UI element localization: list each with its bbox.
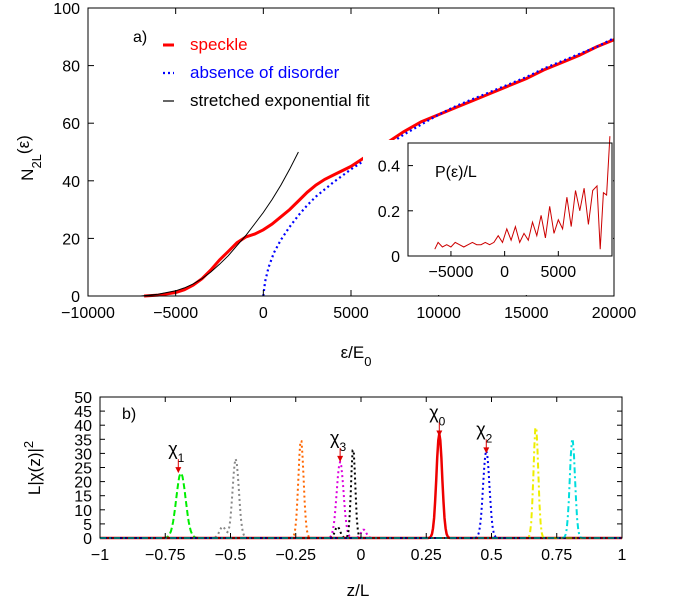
x-tick-label: 5000 xyxy=(333,305,369,322)
inset-frame xyxy=(407,142,613,257)
x-tick-label: −0.25 xyxy=(276,547,317,564)
inset-y-tick-label: 0.2 xyxy=(378,204,400,221)
y-tick-label: 30 xyxy=(74,446,92,463)
state-annotation-3: χ2 xyxy=(476,419,492,445)
y-tick-label: 20 xyxy=(62,231,80,248)
inset-series-line-0 xyxy=(434,136,611,250)
y-tick-label: 80 xyxy=(62,59,80,76)
y-tick-label: 10 xyxy=(74,503,92,520)
x-tick-label: 0 xyxy=(259,305,268,322)
y-tick-label: 60 xyxy=(62,116,80,133)
x-tick-label: 10000 xyxy=(416,305,461,322)
panel-label-b: b) xyxy=(122,406,136,423)
annotation-arrowhead xyxy=(483,447,490,454)
y-tick-label: 0 xyxy=(71,289,80,306)
series-line-0 xyxy=(144,38,615,298)
x-tick-label: −1 xyxy=(91,547,109,564)
annotation-arrowhead xyxy=(175,467,182,474)
y-tick-label: 100 xyxy=(53,1,80,18)
x-tick-label: −0.75 xyxy=(145,547,186,564)
x-tick-label: −0.5 xyxy=(215,547,247,564)
y-tick-label: 40 xyxy=(74,418,92,435)
y-tick-label: 45 xyxy=(74,404,92,421)
inset-background xyxy=(363,140,613,295)
panel-a: −10000 −5000 0 5000 10000 15000 20000020406080… xyxy=(14,1,636,369)
series-line-2 xyxy=(140,151,299,297)
x-tick-label: 15000 xyxy=(504,305,549,322)
annotation-arrowhead xyxy=(436,430,443,437)
panel-label-a: a) xyxy=(133,29,147,46)
y-tick-label: 25 xyxy=(74,461,92,478)
x-tick-label: 1 xyxy=(618,547,627,564)
y-tick-label: 20 xyxy=(74,475,92,492)
y-axis-label: L|χ(z)|2 xyxy=(21,441,45,495)
state-annotation-0: χ1 xyxy=(168,439,184,465)
x-tick-label: 20000 xyxy=(592,305,637,322)
x-axis-label: z/L xyxy=(347,581,370,600)
x-tick-label: −5000 xyxy=(153,305,198,322)
state-annotation-2: χ0 xyxy=(429,402,445,428)
y-axis-label: N2L(ε) xyxy=(14,135,44,181)
y-tick-label: 5 xyxy=(83,517,92,534)
inset-y-label: P(ε)/L xyxy=(435,164,477,181)
y-tick-label: 0 xyxy=(83,531,92,548)
y-tick-label: 50 xyxy=(74,390,92,407)
wavefunction-line-7 xyxy=(100,427,622,539)
x-tick-label: 0 xyxy=(357,547,366,564)
inset-y-tick-label: 0 xyxy=(391,249,400,266)
annotation-arrowhead xyxy=(337,455,344,462)
panel-b: −1 −0.75 −0.5 −0.25 0 0.25 0.5 0.75 105101520253… xyxy=(21,390,627,600)
wavefunction-line-3 xyxy=(100,458,622,539)
legend-label-0: speckle xyxy=(190,35,248,54)
y-tick-label: 15 xyxy=(74,489,92,506)
inset-x-tick-label: 0 xyxy=(500,264,509,281)
x-axis-label: ε/E0 xyxy=(341,343,372,369)
legend-label-2: stretched exponential fit xyxy=(190,91,370,110)
y-tick-label: 40 xyxy=(62,174,80,191)
inset-x-tick-label: −5000 xyxy=(428,264,473,281)
y-tick-label: 35 xyxy=(74,432,92,449)
x-tick-label: 0.75 xyxy=(541,547,572,564)
wavefunction-line-0 xyxy=(100,472,622,539)
state-annotation-1: χ3 xyxy=(330,428,346,454)
legend-label-1: absence of disorder xyxy=(190,63,340,82)
inset-y-tick-label: 0.4 xyxy=(378,159,400,176)
x-tick-label: 0.5 xyxy=(480,547,502,564)
inset-x-tick-label: 5000 xyxy=(541,264,577,281)
x-tick-label: −10000 xyxy=(61,305,115,322)
x-tick-label: 0.25 xyxy=(411,547,442,564)
